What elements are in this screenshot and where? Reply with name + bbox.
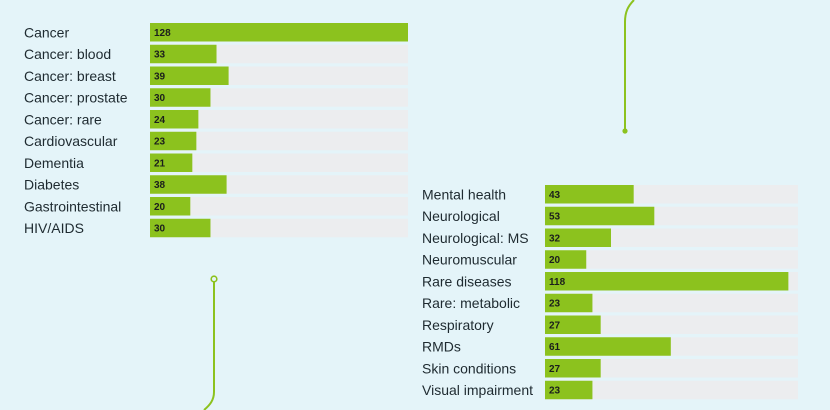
category-label: Cancer: rare <box>24 111 102 127</box>
category-label: Neuromuscular <box>422 252 517 268</box>
bar <box>545 185 634 204</box>
bar-track <box>150 197 408 216</box>
value-label: 32 <box>549 233 561 244</box>
category-label: Visual impairment <box>422 382 533 398</box>
top-connector-dot <box>622 128 628 134</box>
bar <box>545 250 587 269</box>
value-label: 118 <box>549 277 566 288</box>
bar <box>545 293 593 313</box>
category-label: HIV/AIDS <box>24 220 84 236</box>
category-label: Diabetes <box>24 177 79 193</box>
category-label: Cancer: blood <box>24 46 111 62</box>
value-label: 30 <box>154 93 166 104</box>
value-label: 38 <box>154 180 166 191</box>
bottom-connector-line <box>203 281 215 410</box>
category-label: Neurological <box>422 208 500 224</box>
bar-chart-left: Cancer 128 Cancer: blood 33 Cancer: breast 39… <box>24 23 408 238</box>
bar-chart-right: Mental health 43 Neurological 53 Neurologica… <box>422 185 798 400</box>
bar <box>150 44 217 64</box>
bar-track <box>150 131 408 151</box>
value-label: 27 <box>549 364 561 375</box>
category-label: Cancer: breast <box>24 68 116 84</box>
category-label: RMDs <box>422 339 461 355</box>
bar-track <box>150 153 408 172</box>
bar <box>545 380 593 400</box>
bar <box>150 66 229 85</box>
bar-track <box>545 315 798 334</box>
bar-track <box>545 293 798 313</box>
value-label: 128 <box>154 28 171 39</box>
bar <box>545 206 655 226</box>
bar-track <box>150 88 408 107</box>
bar <box>150 110 199 129</box>
value-label: 23 <box>549 386 561 397</box>
value-label: 39 <box>154 71 166 82</box>
bar <box>545 359 601 378</box>
category-label: Cancer: prostate <box>24 90 128 106</box>
bottom-connector-ring <box>210 275 218 283</box>
bar <box>150 88 211 107</box>
value-label: 27 <box>549 320 561 331</box>
value-label: 23 <box>154 137 166 148</box>
value-label: 61 <box>549 342 561 353</box>
bar <box>545 272 789 291</box>
bar-track <box>545 359 798 378</box>
bar <box>545 228 611 247</box>
bar-track <box>545 380 798 400</box>
top-connector-line <box>624 0 635 129</box>
decorative-lines <box>203 0 635 410</box>
value-label: 20 <box>154 202 166 213</box>
category-label: Dementia <box>24 155 84 171</box>
bar <box>150 23 408 42</box>
bar-track <box>150 110 408 129</box>
category-label: Skin conditions <box>422 360 516 376</box>
value-label: 20 <box>549 255 561 266</box>
bar <box>150 153 193 172</box>
category-label: Respiratory <box>422 317 494 333</box>
bar <box>150 218 211 238</box>
category-label: Neurological: MS <box>422 230 529 246</box>
category-label: Rare diseases <box>422 273 512 289</box>
bar-track <box>150 218 408 238</box>
value-label: 23 <box>549 299 561 310</box>
category-label: Gastrointestinal <box>24 198 121 214</box>
bar-track <box>545 250 798 269</box>
bar <box>150 197 191 216</box>
value-label: 33 <box>154 50 166 61</box>
bar <box>150 175 227 194</box>
category-label: Rare: metabolic <box>422 295 520 311</box>
value-label: 53 <box>549 212 561 223</box>
value-label: 30 <box>154 224 166 235</box>
bar <box>150 131 197 151</box>
category-label: Cancer <box>24 24 69 40</box>
category-label: Cardiovascular <box>24 133 118 149</box>
bar <box>545 337 671 356</box>
value-label: 43 <box>549 190 561 201</box>
bar <box>545 315 601 334</box>
category-label: Mental health <box>422 186 506 202</box>
value-label: 24 <box>154 115 166 126</box>
value-label: 21 <box>154 158 166 169</box>
